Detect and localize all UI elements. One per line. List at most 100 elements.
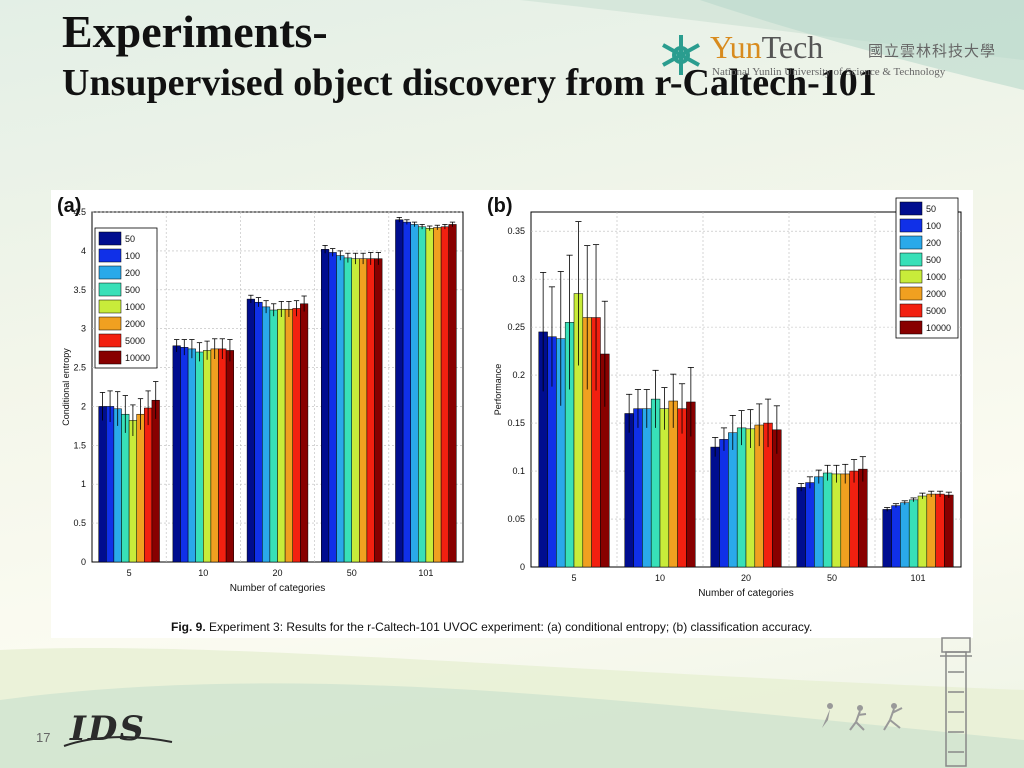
bar-50-20 [710, 446, 720, 568]
page-number: 17 [36, 730, 51, 745]
bar-10000-101 [944, 494, 954, 568]
bar-50-50 [321, 249, 330, 563]
bar-200-20 [262, 306, 271, 563]
x-axis-label: Number of categories [698, 588, 794, 599]
logo-name-tech: Tech [761, 29, 824, 65]
panel-label: (a) [57, 195, 81, 217]
bar-2000-101 [433, 227, 442, 563]
y-tick-label: 3 [81, 324, 86, 334]
x-tick-label: 5 [571, 573, 576, 583]
bar-1000-20 [277, 308, 286, 563]
bar-1000-10 [659, 408, 670, 568]
x-tick-label: 10 [198, 568, 208, 578]
bar-200-50 [336, 255, 345, 563]
bar-5000-50 [366, 258, 375, 563]
y-tick-label: 1 [81, 479, 86, 489]
bar-2000-101 [926, 493, 936, 568]
bar-2000-5 [136, 413, 145, 563]
legend-swatch [98, 231, 122, 246]
legend-swatch [98, 299, 122, 314]
y-tick-label: 0.25 [507, 322, 525, 332]
legend-label: 5000 [926, 306, 946, 316]
legend-swatch [98, 316, 122, 331]
legend-swatch [899, 252, 923, 267]
x-tick-label: 20 [741, 573, 751, 583]
y-tick-label: 2.5 [73, 363, 86, 373]
bar-200-50 [814, 476, 824, 568]
bar-2000-50 [359, 258, 368, 563]
snowflake-emblem-icon [662, 35, 700, 75]
chart-panel-a: 0 0.5 1 1.5 2 2.5 3 3.5 4 4.5 5 10 20 50 101 Number of … [57, 195, 464, 594]
y-tick-label: 3.5 [73, 285, 86, 295]
legend-label: 5000 [125, 336, 145, 346]
legend-label: 50 [125, 234, 135, 244]
legend-label: 2000 [926, 289, 946, 299]
bar-1000-101 [917, 495, 928, 568]
x-axis-label: Number of categories [230, 583, 326, 594]
y-tick-label: 0 [81, 557, 86, 567]
bar-5000-50 [849, 470, 859, 568]
legend-swatch [899, 303, 923, 318]
bar-500-20 [269, 309, 278, 563]
legend-label: 500 [926, 255, 941, 265]
caption-text: Experiment 3: Results for the r-Caltech-… [205, 620, 813, 634]
logo-chinese-name: 國立雲林科技大學 [868, 42, 997, 60]
background-swoosh-top-right [700, 0, 1024, 90]
bar-200-5 [113, 408, 122, 563]
legend-label: 1000 [125, 302, 145, 312]
bar-5000-101 [935, 493, 945, 568]
legend-swatch [98, 248, 122, 263]
bar-1000-50 [831, 473, 842, 568]
legend-swatch [899, 286, 923, 301]
legend-label: 10000 [926, 323, 951, 333]
bar-200-10 [187, 348, 196, 563]
x-tick-label: 5 [127, 568, 132, 578]
y-tick-label: 0.5 [73, 518, 86, 528]
legend-swatch [899, 269, 923, 284]
bar-50-50 [796, 487, 806, 568]
legend-label: 50 [926, 204, 936, 214]
legend-label: 100 [926, 221, 941, 231]
bar-1000-20 [745, 428, 756, 568]
legend-swatch [98, 265, 122, 280]
y-tick-label: 4 [81, 246, 86, 256]
bar-5000-5 [144, 407, 153, 563]
x-tick-label: 101 [910, 573, 925, 583]
bar-1000-101 [425, 228, 434, 563]
panel-label: (b) [487, 195, 513, 217]
background-swoosh-bottom-dark [0, 683, 1024, 768]
tower-decoration [940, 637, 972, 767]
y-tick-label: 4.5 [73, 207, 86, 217]
y-tick-label: 0.3 [512, 274, 525, 284]
bar-500-50 [822, 472, 833, 568]
bar-50-10 [624, 413, 634, 568]
bar-10000-101 [448, 224, 457, 563]
slide-title-block: Experiments- Unsupervised object discove… [62, 4, 922, 106]
slide-subtitle: Unsupervised object discovery from r-Cal… [62, 62, 877, 104]
bar-50-101 [395, 219, 404, 563]
bar-500-10 [195, 351, 204, 563]
bar-5000-20 [292, 308, 301, 563]
legend-label: 100 [125, 251, 140, 261]
bar-50-101 [882, 509, 892, 568]
logo-english-name: National Yunlin University of Science & … [712, 66, 946, 78]
ids-logo-text: IDS [69, 709, 146, 749]
university-logo: YunTech 國立雲林科技大學 National Yunlin Univers… [658, 28, 1008, 84]
bar-10000-50 [374, 258, 383, 563]
bar-100-10 [180, 347, 189, 563]
bar-100-10 [633, 408, 643, 568]
caption-label: Fig. 9. [171, 620, 206, 634]
bar-10000-5 [151, 399, 160, 563]
bar-50-10 [172, 345, 181, 563]
legend-swatch [899, 201, 923, 216]
legend-swatch [98, 333, 122, 348]
legend-swatch [98, 282, 122, 297]
bar-10000-10 [225, 350, 234, 563]
legend-swatch [899, 320, 923, 335]
bar-100-50 [328, 252, 337, 563]
y-tick-label: 0.05 [507, 514, 525, 524]
legend-label: 200 [926, 238, 941, 248]
y-tick-label: 0.15 [507, 418, 525, 428]
bar-2000-20 [284, 308, 293, 563]
